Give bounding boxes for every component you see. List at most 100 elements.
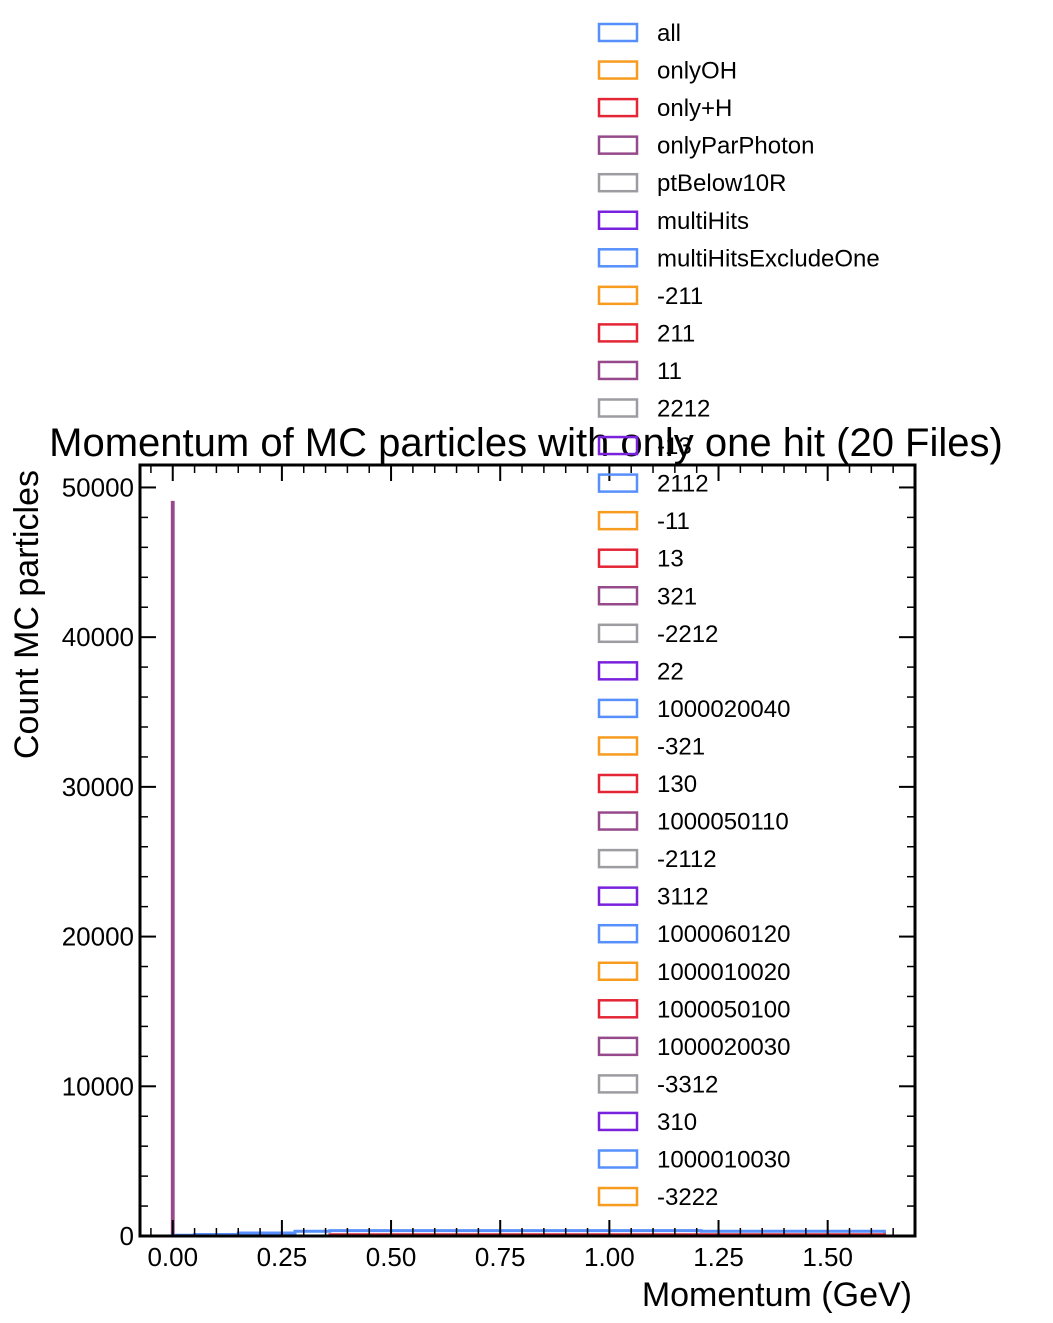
legend-item: 11: [597, 358, 682, 385]
x-tick-label: 0.00: [147, 1242, 198, 1272]
legend-swatch: [597, 473, 639, 493]
x-tick-label: 0.50: [366, 1242, 417, 1272]
plot-area: [170, 500, 886, 1238]
legend-item: 3112: [597, 884, 709, 911]
legend-item: onlyOH: [597, 58, 737, 85]
legend-label: 2112: [657, 471, 709, 498]
legend-item: -211: [597, 283, 703, 310]
legend-swatch: [597, 548, 639, 568]
legend-swatch: [597, 97, 639, 118]
legend-swatch: [597, 848, 639, 869]
legend-label: -11: [657, 508, 690, 535]
legend-item: 130: [597, 771, 697, 798]
legend-item: 22: [597, 658, 684, 685]
legend: all onlyOH only+H onlyParPhoton ptBelow10R mu…: [597, 20, 880, 1211]
legend-label: -3222: [657, 1184, 718, 1211]
legend-item: -2212: [597, 621, 718, 648]
legend-label: 310: [657, 1109, 697, 1136]
legend-item: 2112: [597, 471, 709, 498]
legend-swatch: [597, 22, 639, 43]
x-tick-label: 0.25: [257, 1242, 308, 1272]
legend-swatch: [597, 736, 639, 756]
legend-item: -2112: [597, 846, 717, 873]
legend-item: ptBelow10R: [597, 170, 786, 197]
legend-swatch: [597, 811, 639, 831]
legend-swatch: [597, 586, 639, 606]
legend-item: 310: [597, 1109, 697, 1136]
y-tick-label: 30000: [62, 772, 134, 802]
legend-item: 1000020030: [597, 1034, 790, 1061]
legend-item: all: [597, 20, 681, 47]
legend-item: multiHitsExcludeOne: [597, 245, 880, 272]
legend-swatch: [597, 323, 639, 343]
x-tick-label: 1.00: [584, 1242, 635, 1272]
legend-swatch: [597, 698, 639, 719]
legend-label: -13: [657, 433, 692, 460]
legend-swatch: [597, 961, 639, 981]
plot-frame: [138, 463, 917, 1238]
legend-swatch: [597, 773, 639, 794]
legend-swatch: [597, 661, 639, 681]
legend-label: 22: [657, 658, 684, 685]
legend-label: 130: [657, 771, 697, 798]
legend-swatch: [597, 1036, 639, 1057]
legend-swatch: [597, 999, 639, 1019]
legend-item: 1000050100: [597, 996, 790, 1023]
x-axis-title: Momentum (GeV): [642, 1276, 912, 1314]
legend-label: 1000020030: [657, 1034, 790, 1061]
legend-item: -11: [597, 508, 690, 535]
legend-swatch: [597, 398, 639, 418]
legend-swatch: [597, 623, 639, 644]
legend-item: multiHits: [597, 208, 749, 235]
legend-label: 2212: [657, 396, 710, 423]
legend-swatch: [597, 172, 639, 193]
legend-item: 13: [597, 546, 684, 573]
legend-item: only+H: [597, 95, 732, 122]
y-tick-label: 40000: [62, 622, 134, 652]
legend-swatch: [597, 210, 639, 230]
legend-swatch: [597, 510, 639, 531]
legend-label: multiHitsExcludeOne: [657, 245, 880, 272]
legend-item: 1000010020: [597, 959, 790, 986]
legend-item: 1000050110: [597, 809, 789, 836]
legend-label: 1000050110: [657, 809, 789, 836]
legend-label: -321: [657, 733, 705, 760]
legend-item: 1000010030: [597, 1147, 790, 1174]
legend-label: 1000050100: [657, 996, 790, 1023]
y-tick-label: 20000: [62, 922, 134, 952]
legend-item: 2212: [597, 396, 710, 423]
legend-label: 13: [657, 546, 684, 573]
legend-label: -2112: [657, 846, 717, 873]
y-axis-title: Count MC particles: [8, 470, 46, 759]
x-tick-label: 0.75: [475, 1242, 526, 1272]
legend-item: 321: [597, 583, 697, 610]
legend-item: -321: [597, 733, 705, 760]
legend-swatch: [597, 285, 639, 306]
axes: 0.00 0.25 0.50 0.75 1.00 1.25 1.50 0 10000 20000 3…: [62, 463, 917, 1272]
chart-title: Momentum of MC particles with only one h…: [49, 421, 1003, 465]
y-tick-label: 50000: [62, 472, 134, 502]
legend-label: 11: [657, 358, 682, 385]
legend-item: 1000020040: [597, 696, 790, 723]
legend-swatch: [597, 1074, 639, 1094]
legend-label: ptBelow10R: [657, 170, 786, 197]
legend-swatch: [597, 435, 639, 456]
legend-label: all: [657, 20, 681, 47]
y-tick-label: 10000: [62, 1071, 134, 1101]
legend-swatch: [597, 1111, 639, 1132]
legend-item: 1000060120: [597, 921, 790, 948]
legend-item: 211: [597, 320, 695, 347]
legend-label: multiHits: [657, 208, 749, 235]
x-tick-label: 1.50: [802, 1242, 853, 1272]
legend-swatch: [597, 360, 639, 381]
legend-label: 321: [657, 583, 697, 610]
legend-item: onlyParPhoton: [597, 133, 814, 160]
y-tick-label: 0: [120, 1221, 134, 1251]
legend-swatch: [597, 135, 639, 155]
legend-swatch: [597, 923, 639, 944]
legend-label: 3112: [657, 884, 709, 911]
legend-label: -3312: [657, 1071, 718, 1098]
legend-swatch: [597, 1149, 639, 1169]
legend-label: 1000060120: [657, 921, 790, 948]
